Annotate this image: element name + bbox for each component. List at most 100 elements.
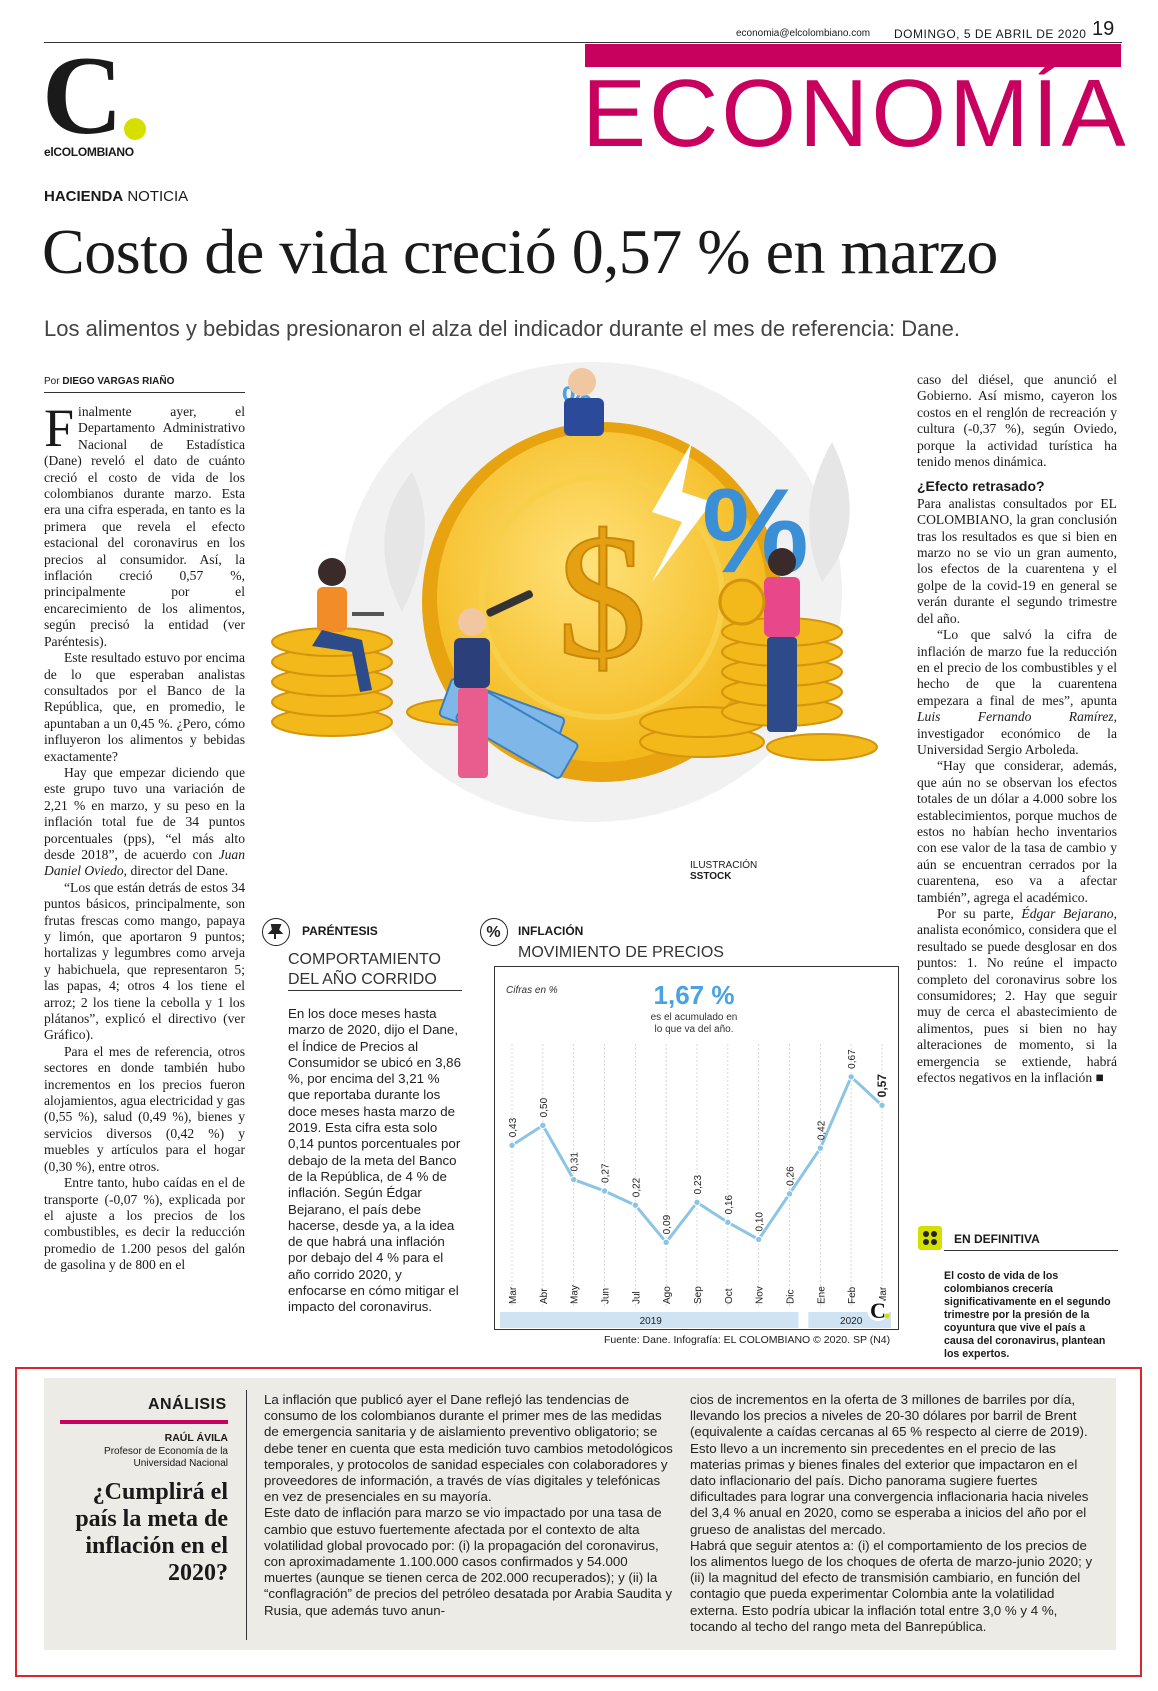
chart-tick-label: Nov (755, 1286, 766, 1304)
chart-point (539, 1121, 547, 1130)
header-rule (44, 42, 1122, 43)
chart-data-label: 0,50 (539, 1097, 550, 1117)
chart-data-label: 0,10 (755, 1212, 766, 1232)
chart-tick-label: Jun (601, 1288, 612, 1304)
chart-data-label: 0,42 (816, 1120, 827, 1140)
sidebar-body: En los doce meses hasta marzo de 2020, d… (288, 1006, 461, 1315)
byline-rule (44, 392, 245, 393)
source-name: Luis Fernando Ramírez (917, 709, 1114, 725)
byline-prefix: Por (44, 376, 63, 387)
role-line: Profesor de Economía de la (104, 1446, 228, 1457)
analysis-paragraph: Habrá que seguir atentos a: (i) el compo… (690, 1537, 1093, 1634)
chart-tick-label: Abr (539, 1288, 550, 1304)
chart-point (847, 1073, 855, 1081)
source-name: Édgar Bejarano (1021, 906, 1114, 921)
person-laptop (312, 558, 384, 692)
analysis-divider (246, 1390, 247, 1640)
paragraph-text: , investigador económico de la Universid… (917, 709, 1117, 757)
chart-tick-label: Ago (662, 1286, 673, 1304)
headline: Costo de vida creció 0,57 % en marzo (42, 216, 998, 287)
role-line: Universidad Nacional (133, 1458, 229, 1469)
analysis-author: RAÚL ÁVILA (164, 1432, 228, 1444)
chart-tick-label: Oct (724, 1288, 735, 1304)
chart-tick-label: May (570, 1285, 581, 1304)
article-subheading: ¿Efecto retrasado? (917, 478, 1045, 495)
chart-point (785, 1190, 794, 1198)
analysis-label: ANÁLISIS (148, 1396, 227, 1413)
subheadline: Los alimentos y bebidas presionaron el a… (44, 316, 960, 341)
percent-icon: % (480, 918, 508, 946)
credit-source: SSTOCK (690, 871, 732, 882)
person-telescope (454, 590, 534, 778)
chart-year-band (500, 1312, 799, 1328)
chart-tick-label: Ene (816, 1286, 827, 1304)
chart-data-label: 0,67 (847, 1049, 858, 1069)
drop-cap: F (44, 398, 75, 458)
svg-text:%: % (702, 464, 809, 598)
chart-data-label: 0,16 (724, 1194, 735, 1214)
analysis-accent-bar (60, 1420, 228, 1424)
analysis-column-2: cios de incrementos en la oferta de 3 mi… (690, 1392, 1102, 1635)
paragraph-text: , director del Dane. (123, 863, 229, 879)
source-name: Juan Daniel Oviedo (44, 846, 245, 879)
article-paragraph: Entre tanto, hubo caídas en el de transp… (44, 1175, 245, 1273)
big-dollar-coin: $ (422, 422, 782, 782)
analysis-question: ¿Cumplirá el país la meta de inflación e… (75, 1479, 228, 1586)
article-paragraph: Hay que empezar diciendo que este grupo … (44, 765, 245, 880)
svg-text:%: % (486, 924, 500, 941)
analysis-column-1: La inflación que publicó ayer el Dane re… (264, 1392, 674, 1619)
chart-highlight-text: lo que va del año. (655, 1024, 734, 1035)
chart-data-label: 0,09 (662, 1214, 673, 1234)
analysis-paragraph: Este dato de inflación para marzo se vio… (264, 1505, 673, 1618)
paragraph-text: “Lo que salvó la cifra de inflación de m… (917, 627, 1117, 708)
article-paragraph: caso del diésel, que anunció el Gobierno… (917, 372, 1117, 470)
chart-data-label: 0,23 (693, 1174, 704, 1194)
article-paragraph: “Los que están detrás de estos 34 puntos… (44, 879, 245, 1043)
analysis-paragraph: La inflación que publicó ayer el Dane re… (264, 1392, 673, 1505)
article-column-3: caso del diésel, que anunció el Gobierno… (917, 372, 1117, 1086)
chart-point (754, 1235, 763, 1244)
paragraph-text: Por su parte, (937, 906, 1022, 921)
svg-text:C: C (870, 1298, 886, 1323)
credit-line: ILUSTRACIÓN (690, 860, 758, 871)
chart-point (508, 1141, 516, 1150)
kicker-type: NOTICIA (123, 188, 189, 205)
article-paragraph: “Hay que considerar, además, que aún no … (917, 758, 1117, 905)
chart-frame (494, 966, 899, 1330)
kicker: HACIENDA NOTICIA (44, 188, 188, 205)
svg-text:$: $ (557, 497, 647, 696)
pushpin-icon (262, 918, 290, 946)
chart-tick-label: Mar (508, 1286, 519, 1304)
illustration-credit: ILUSTRACIÓN SSTOCK (690, 860, 757, 882)
paragraph-text: , analista económico, considera que el r… (917, 906, 1117, 1086)
key-takeaway-icon (918, 1226, 942, 1250)
article-paragraph: Para analistas consultados por EL COLOMB… (917, 495, 1117, 626)
byline-author: DIEGO VARGAS RIAÑO (62, 376, 175, 387)
person-thinking (564, 368, 604, 436)
chart-highlight-value: 1,67 % (654, 980, 735, 1010)
chart-data-label: 0,26 (786, 1166, 797, 1186)
takeaway-body: El costo de vida de los colombianos crec… (944, 1270, 1111, 1360)
chart-highlight-text: es el acumulado en (651, 1012, 738, 1023)
takeaway-rule (944, 1250, 1118, 1251)
byline: Por DIEGO VARGAS RIAÑO (44, 376, 174, 387)
article-paragraph: “Lo que salvó la cifra de inflación de m… (917, 627, 1117, 758)
chart-point (724, 1218, 732, 1227)
watermark-logo: C (867, 1298, 890, 1323)
section-email[interactable]: economia@elcolombiano.com (736, 28, 871, 39)
page-number: 19 (1092, 18, 1115, 40)
analysis-author-role: Profesor de Economía de la Universidad N… (60, 1446, 228, 1470)
sidebar-title-line: COMPORTAMIENTO (288, 951, 441, 968)
chart-data-label: 0,31 (570, 1152, 581, 1172)
logo-dot (124, 118, 146, 140)
section-title: ECONOMÍA (582, 60, 1129, 167)
chart-data-label: 0,57 (875, 1074, 889, 1098)
paragraph-text: Hay que empezar diciendo que este grupo … (44, 764, 245, 862)
chart-tick-label: Sep (693, 1286, 704, 1304)
inflation-line-chart: Cifras en % 1,67 % es el acumulado en lo… (500, 980, 891, 1328)
chart-tick-label: Feb (847, 1286, 858, 1304)
chart-year-label: 2019 (640, 1316, 663, 1327)
chart-year-bands: 2019 2020 (500, 1312, 891, 1328)
paragraph-text: inalmente ayer, el Departamento Administ… (44, 404, 245, 649)
